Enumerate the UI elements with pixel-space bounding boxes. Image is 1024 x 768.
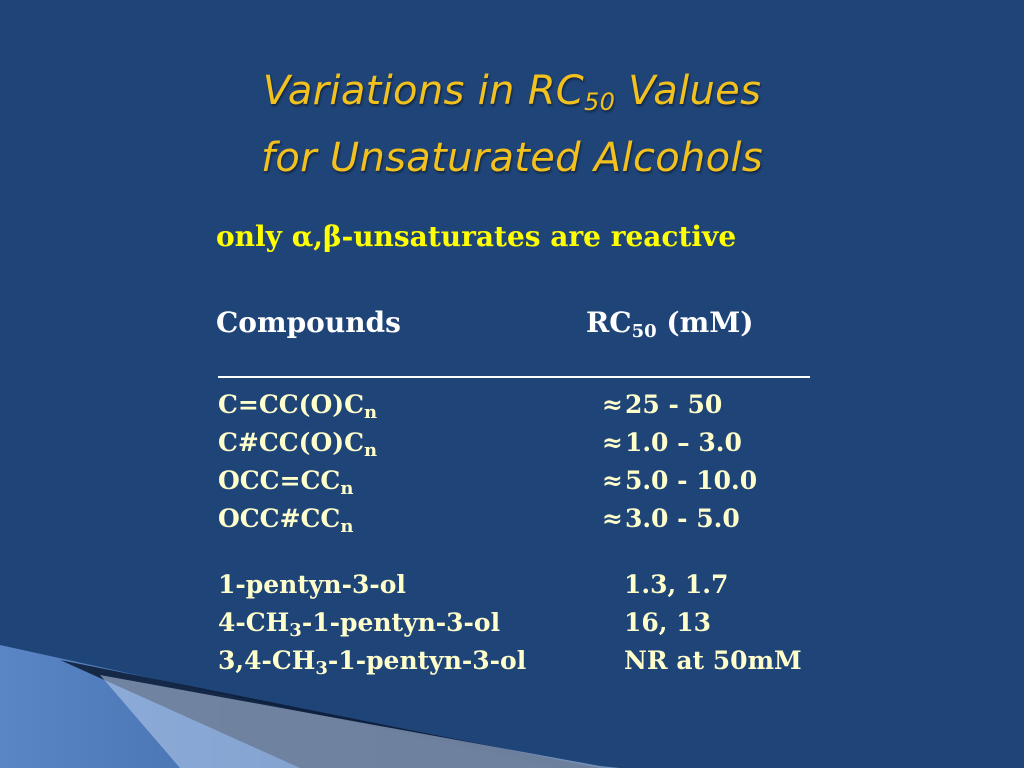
compound-cell: C=CC(O)Cn (218, 390, 378, 423)
compound-cell: 3,4-CH3-1-pentyn-3-ol (218, 646, 527, 679)
value-cell: NR at 50mM (624, 646, 802, 675)
value-cell: 1.3, 1.7 (624, 570, 729, 599)
value-cell: ≈1.0 – 3.0 (602, 428, 742, 457)
compound-cell: OCC=CCn (218, 466, 354, 499)
value-cell: ≈25 - 50 (602, 390, 723, 419)
value-cell: ≈5.0 - 10.0 (602, 466, 758, 495)
slide-subtitle: only α,β-unsaturates are reactive (216, 220, 737, 253)
compound-cell: 1-pentyn-3-ol (218, 570, 406, 599)
compound-cell: C#CC(O)Cn (218, 428, 378, 461)
column-header-compounds: Compounds (216, 306, 401, 339)
column-header-rc50: RC50 (mM) (586, 306, 754, 342)
slide-title-line-2: for Unsaturated Alcohols (260, 135, 763, 181)
value-cell: 16, 13 (624, 608, 711, 637)
slide-title-line-1: Variations in RC50 Values (262, 68, 762, 116)
decor-swoosh-highlight (100, 675, 620, 768)
value-cell: ≈3.0 - 5.0 (602, 504, 740, 533)
header-divider (218, 376, 810, 378)
compound-cell: OCC#CCn (218, 504, 354, 537)
compound-cell: 4-CH3-1-pentyn-3-ol (218, 608, 501, 641)
decor-swoosh-dark (60, 660, 600, 768)
